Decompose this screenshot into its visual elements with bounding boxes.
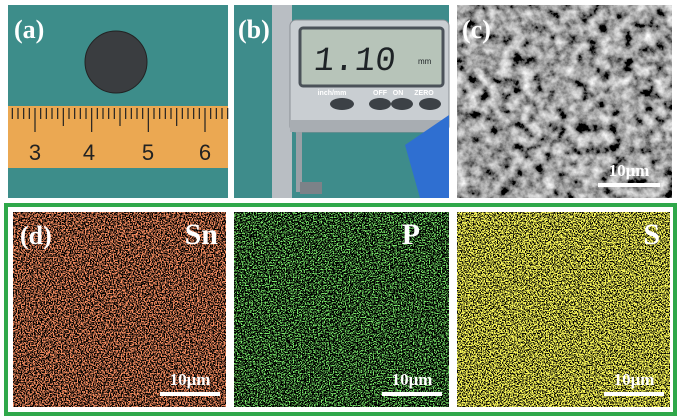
button xyxy=(391,98,413,110)
map-dots xyxy=(234,212,449,407)
button-label: inch/mm xyxy=(318,90,347,97)
glove xyxy=(405,115,449,198)
display-unit: mm xyxy=(418,57,432,66)
sample xyxy=(300,182,322,194)
map-p: P 10μm xyxy=(234,212,449,407)
button-label: ON xyxy=(393,90,404,97)
button-label: OFF xyxy=(373,90,388,97)
ruler-number: 6 xyxy=(199,140,211,165)
scale-bar xyxy=(382,392,442,396)
element-label: Sn xyxy=(185,218,219,251)
scale-bar-label: 10μm xyxy=(614,370,655,389)
panel-a: 3 4 5 6 (a) xyxy=(8,5,229,198)
scale-bar xyxy=(160,392,220,396)
scale-bar xyxy=(598,183,660,187)
caliper-rail xyxy=(290,120,449,132)
caliper-jaw xyxy=(272,5,292,198)
button xyxy=(330,98,354,110)
ruler xyxy=(8,106,228,168)
caliper-jaw xyxy=(296,132,302,192)
ruler-ticks xyxy=(11,108,229,132)
map-s: S 10μm xyxy=(457,212,670,407)
ruler-number: 4 xyxy=(83,140,95,165)
display-reading: 1.10 xyxy=(312,43,398,81)
button xyxy=(419,98,441,110)
panel-c: 10μm (c) xyxy=(457,5,672,198)
element-label: P xyxy=(402,218,420,251)
panel-b: 1.10 mm inch/mm OFF ON ZERO (b) xyxy=(234,5,450,198)
panel-label: (b) xyxy=(238,15,270,44)
panel-d-frame xyxy=(4,203,677,416)
scale-bar-label: 10μm xyxy=(609,161,650,180)
button xyxy=(369,98,391,110)
map-sn: Sn 10μm (d) xyxy=(13,212,226,407)
ruler-number: 5 xyxy=(142,140,154,165)
button-label: ZERO xyxy=(414,90,434,97)
panel-label: (d) xyxy=(20,221,52,250)
panel-label: (c) xyxy=(462,15,491,44)
panel-label: (a) xyxy=(14,15,44,44)
map-dots xyxy=(13,212,226,407)
scale-bar-label: 10μm xyxy=(170,370,211,389)
element-label: S xyxy=(643,218,660,251)
scale-bar-label: 10μm xyxy=(392,370,433,389)
sem-texture xyxy=(457,5,672,198)
pellet xyxy=(84,30,148,94)
scale-bar xyxy=(604,392,664,396)
ruler-number: 3 xyxy=(29,140,41,165)
map-dots xyxy=(457,212,670,407)
lcd-display xyxy=(298,26,445,88)
